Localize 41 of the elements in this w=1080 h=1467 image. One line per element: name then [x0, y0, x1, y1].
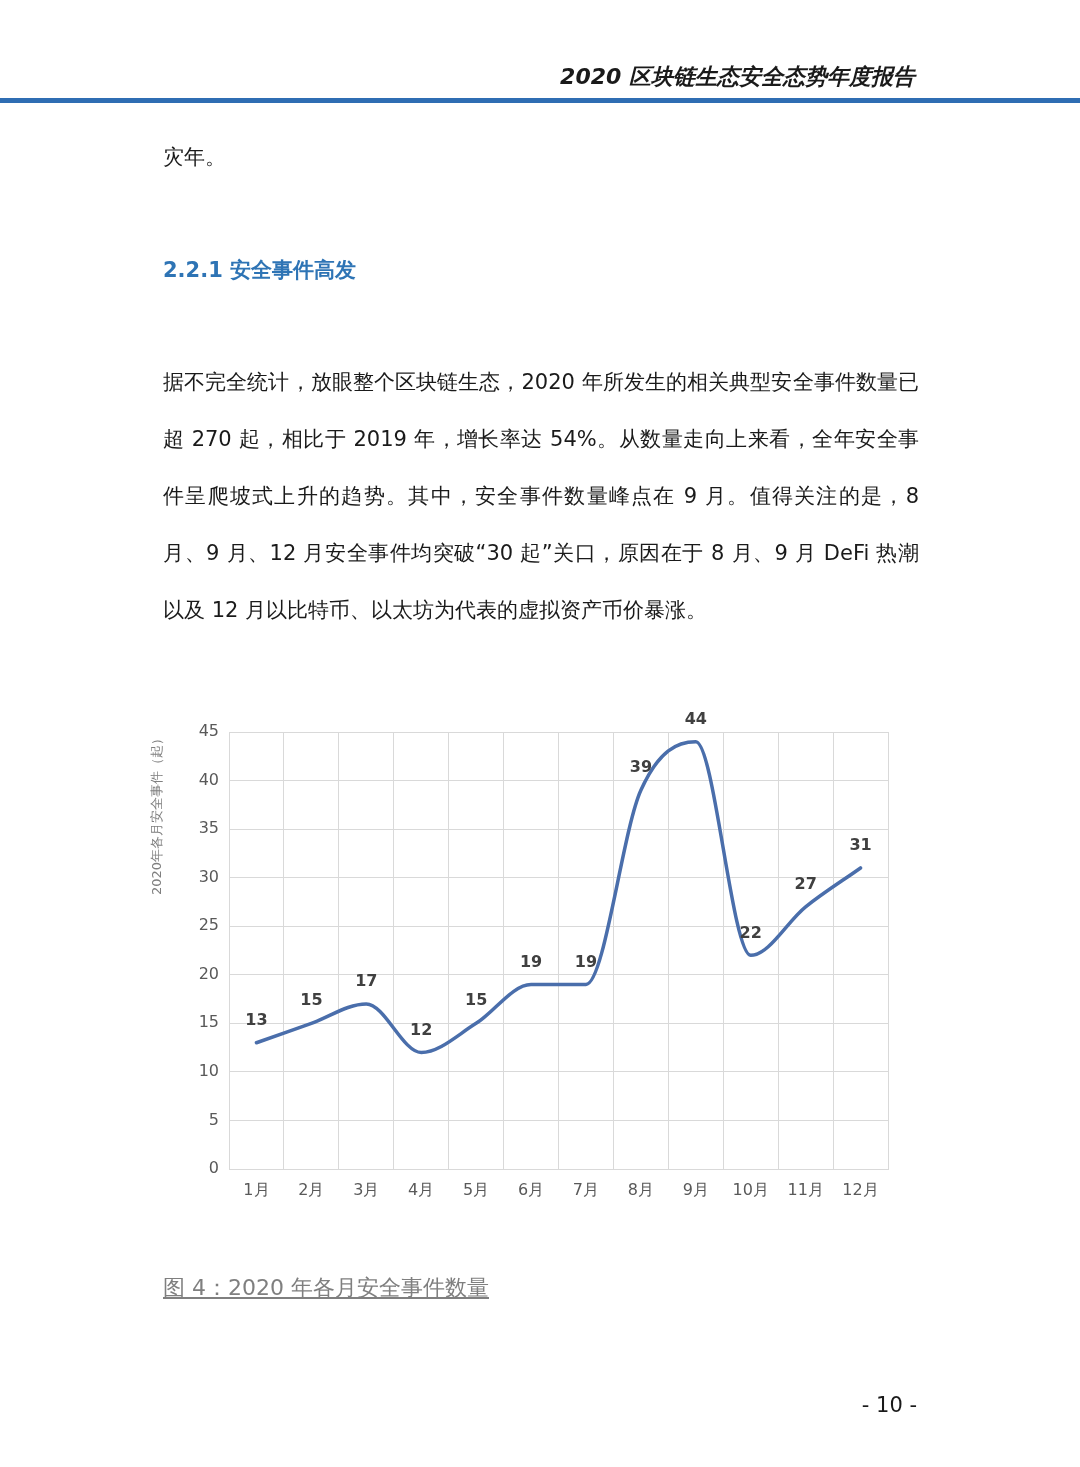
x-tick-label: 9月	[682, 1179, 709, 1199]
data-label: 22	[739, 922, 762, 942]
data-label: 17	[355, 971, 378, 991]
x-tick-label: 3月	[353, 1179, 380, 1199]
x-tick-label: 2月	[298, 1179, 325, 1199]
data-label: 31	[849, 835, 872, 855]
y-tick-label: 15	[198, 1012, 219, 1032]
x-tick-label: 1月	[243, 1179, 270, 1199]
x-tick-label: 6月	[517, 1179, 545, 1199]
text: 图 4：2020 年各月安全事件数量	[163, 1274, 489, 1302]
data-label: 13	[245, 1009, 268, 1029]
y-tick-label: 40	[198, 769, 219, 789]
y-tick-label: 30	[198, 866, 219, 886]
y-tick-label: 35	[198, 818, 219, 838]
data-label: 15	[300, 990, 323, 1010]
y-tick-label: 5	[208, 1109, 219, 1129]
x-tick-label: 10月	[732, 1179, 769, 1199]
y-tick-label: 45	[198, 721, 219, 741]
data-label: 15	[464, 990, 488, 1010]
text: 灾年。	[163, 144, 226, 171]
data-label: 39	[629, 757, 653, 777]
x-tick-label: 4月	[408, 1179, 435, 1199]
y-tick-label: 25	[198, 915, 219, 935]
y-tick-label: 20	[198, 963, 219, 983]
text: 据不完全统计，放眼整个区块链生态，2020 年所发生的相关典型安全事件数量已超 270 起，相比于 2019 年，增长率达 54%。从数量走向上来看，全年安全事件呈爬坡式上升的趋势。其中，安全事件数量峰点在 9 月。值得关注的是，8 月、9 月、12 月安全事件均突破“30 起”关口，原因在于 8 月、9 月 DeFi 热潮以及 12 月以比特币、以太坊为代表的虚拟资产币价暴涨。	[163, 370, 919, 622]
text: 2020 区块链生态安全态势年度报告	[560, 63, 915, 91]
data-label: 44	[684, 708, 707, 728]
x-tick-label: 8月	[627, 1179, 654, 1199]
x-tick-label: 7月	[572, 1179, 600, 1199]
text: 2.2.1 安全事件高发	[163, 257, 357, 284]
y-axis-title: 2020年各月安全事件（起）	[149, 732, 165, 896]
text: - 10 -	[861, 1393, 917, 1417]
y-tick-label: 10	[198, 1061, 219, 1081]
data-label: 19	[519, 951, 543, 971]
y-tick-label: 0	[208, 1158, 219, 1178]
x-tick-label: 12月	[842, 1179, 879, 1199]
data-label: 27	[794, 873, 817, 893]
data-label: 19	[574, 951, 598, 971]
x-tick-label: 11月	[787, 1179, 824, 1199]
x-tick-label: 5月	[463, 1179, 490, 1199]
data-label: 12	[410, 1019, 433, 1039]
